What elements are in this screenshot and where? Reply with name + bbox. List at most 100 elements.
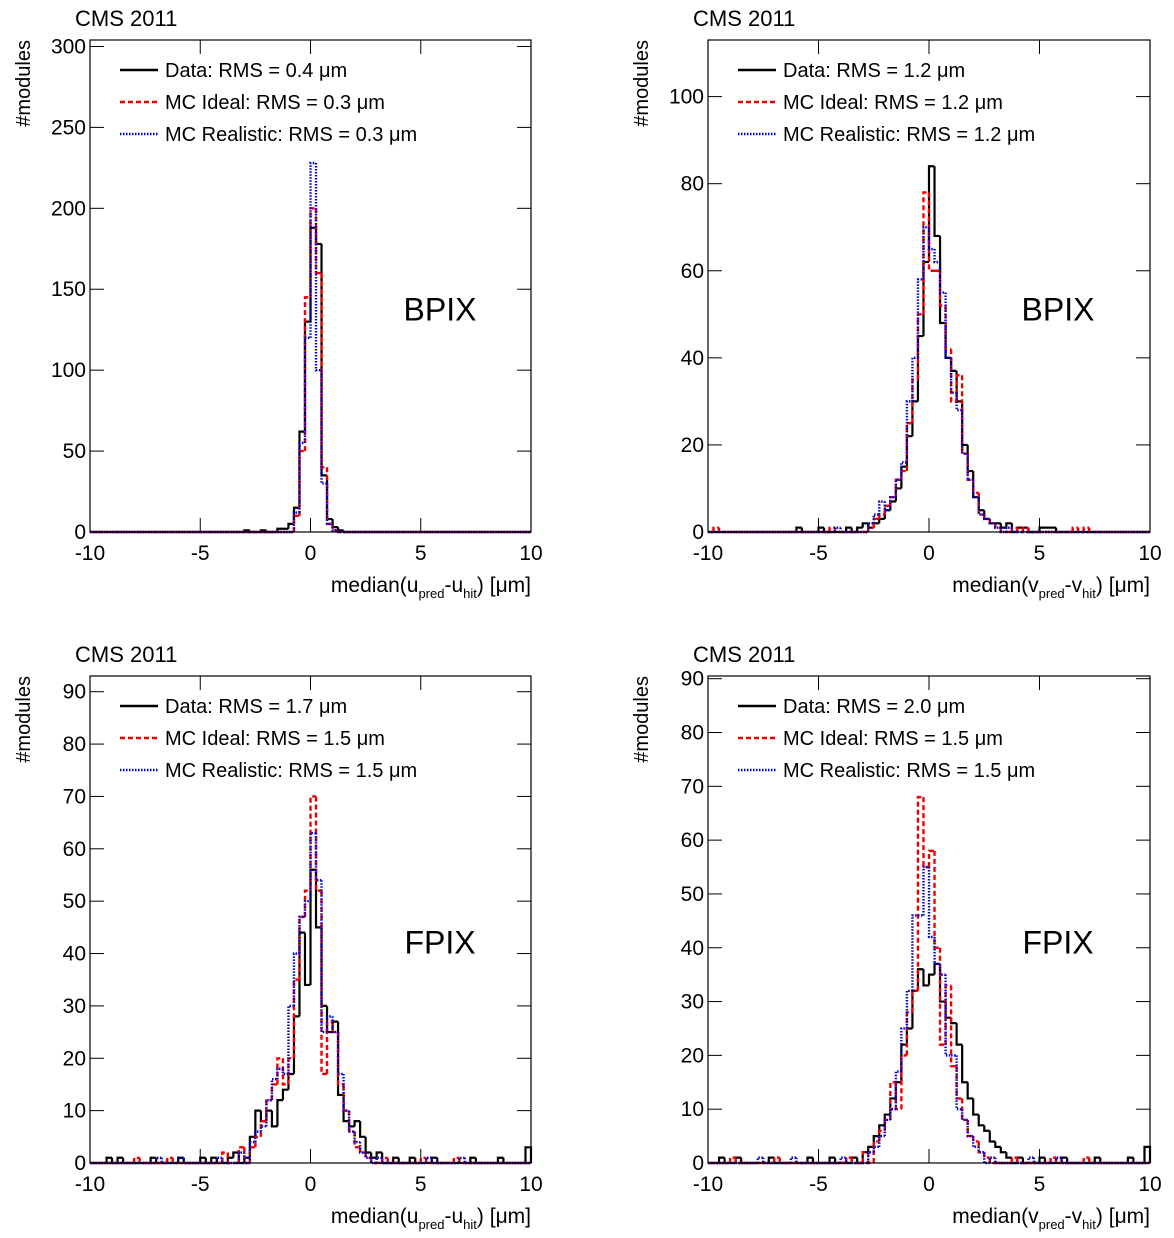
histogram-bin [933, 850, 941, 949]
histogram-bin [165, 1156, 173, 1163]
panel-annotation: FPIX [404, 925, 475, 961]
histogram-bin [364, 1152, 372, 1159]
histogram-bin [878, 1129, 885, 1142]
histogram-bin [331, 1016, 339, 1034]
histogram-bin [999, 1146, 1007, 1154]
histogram-bin [960, 1109, 968, 1122]
histogram-bin [359, 1121, 366, 1138]
histogram-bin [972, 1136, 979, 1149]
histogram-bin [994, 1141, 1001, 1148]
histogram-bin [922, 865, 929, 916]
histogram-bin [905, 421, 913, 472]
histogram-bin [767, 1156, 775, 1163]
y-tick-label: 60 [63, 838, 86, 861]
histogram-bin [933, 166, 941, 238]
panel-annotation: BPIX [1022, 291, 1095, 327]
histogram-bin [938, 262, 946, 294]
histogram-bin [314, 833, 322, 882]
y-tick-label: 100 [51, 359, 86, 382]
histogram-bin [955, 1023, 963, 1046]
histogram-bin [336, 530, 344, 534]
histogram-bin [833, 526, 841, 532]
histogram-bin [1038, 1156, 1046, 1163]
y-axis-label: #modules [631, 40, 653, 127]
histogram-bin [452, 1156, 460, 1163]
x-tick-label: -10 [75, 1173, 105, 1196]
histogram-bin [298, 441, 305, 513]
histogram-bin [905, 400, 913, 463]
histogram-bin [524, 1146, 533, 1163]
x-axis-label-subscript: hit [463, 586, 477, 601]
histogram-bin [728, 1156, 736, 1163]
histogram-bin [254, 1135, 261, 1148]
histogram-bin [927, 192, 935, 272]
histogram-bin [872, 1140, 880, 1163]
histogram-bin [353, 1131, 361, 1149]
histogram-bin [210, 1156, 217, 1163]
histogram-bin [983, 514, 990, 521]
histogram-bin [894, 478, 902, 498]
histogram-bin [806, 1156, 813, 1163]
histogram-bin [1054, 1156, 1062, 1163]
histogram-bin [1143, 1145, 1152, 1163]
x-tick-label: -10 [693, 542, 723, 565]
y-axis-label: #modules [13, 676, 35, 763]
x-axis-label-part: median(u [331, 574, 419, 597]
histogram-bin [944, 305, 952, 351]
histogram-bin [237, 1146, 245, 1163]
histogram-bin [867, 1151, 874, 1163]
histogram-bin [977, 1141, 985, 1154]
y-axis-label: #modules [631, 676, 653, 763]
panel-title: CMS 2011 [75, 642, 177, 667]
histogram-bin [828, 526, 836, 532]
histogram-bin [817, 526, 825, 532]
x-tick-label: 10 [519, 1173, 542, 1196]
y-tick-label: 80 [681, 173, 704, 196]
y-tick-label: 250 [51, 116, 86, 139]
histogram-bin [756, 1156, 764, 1163]
histogram-bin [259, 1125, 267, 1132]
histogram-bin [900, 469, 907, 480]
histogram-bin [303, 336, 311, 443]
y-tick-label: 90 [63, 681, 86, 704]
x-tick-label: 10 [1138, 542, 1161, 565]
x-tick-label: 5 [415, 542, 427, 565]
histogram-bin [325, 483, 333, 526]
x-axis-label: median(vpred-vhit) [μm] [952, 1205, 1150, 1232]
histogram-bin [1005, 1152, 1012, 1159]
histogram-bin [309, 161, 317, 338]
y-tick-label: 50 [63, 890, 86, 913]
histogram-bin [248, 1146, 256, 1163]
y-tick-label: 0 [692, 521, 704, 544]
histogram-bin [900, 461, 907, 480]
histogram-bin [1082, 526, 1090, 532]
histogram-bin [232, 1151, 239, 1158]
histogram-bin [795, 526, 802, 532]
y-tick-label: 30 [681, 991, 704, 1014]
histogram-bin [922, 969, 929, 987]
x-tick-label: -5 [191, 1173, 210, 1196]
histogram-bin [927, 849, 935, 868]
histogram-bin [933, 248, 941, 264]
y-tick-label: 0 [74, 521, 86, 544]
histogram-bin [938, 235, 946, 325]
histogram-bin [960, 375, 968, 455]
histogram-bin [105, 1156, 113, 1163]
histogram-bin [419, 1156, 427, 1163]
x-tick-label: 5 [1034, 542, 1046, 565]
plot-frame [707, 675, 1151, 1164]
histogram-bin [916, 313, 924, 380]
histogram-bin [905, 989, 913, 1029]
histogram-bin [1027, 1156, 1034, 1163]
y-tick-label: 60 [681, 829, 704, 852]
histogram-bin [988, 518, 996, 525]
x-tick-label: -5 [191, 542, 210, 565]
histogram-bin [1010, 1156, 1018, 1163]
panel-title: CMS 2011 [75, 6, 177, 31]
histogram-bin [938, 270, 946, 307]
